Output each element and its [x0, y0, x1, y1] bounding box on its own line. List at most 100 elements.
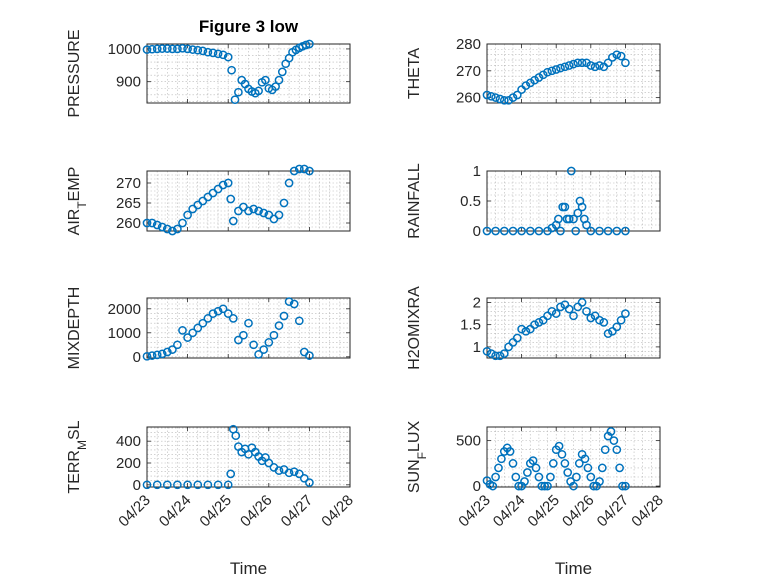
data-point	[228, 216, 238, 226]
axes-box	[146, 426, 351, 488]
data-point	[231, 431, 241, 441]
data-point	[534, 318, 544, 327]
data-point	[569, 481, 578, 491]
data-point	[621, 309, 630, 318]
x-tick-label: 04/24	[156, 492, 195, 531]
axes-box	[486, 43, 661, 104]
data-point	[254, 86, 263, 96]
x-tick-label: 04/23	[115, 492, 154, 531]
data-point	[543, 481, 552, 491]
data-point	[573, 302, 583, 312]
data-point	[223, 309, 233, 318]
data-point	[608, 326, 617, 336]
y-tick-label: 280	[456, 36, 481, 53]
data-point	[540, 481, 550, 491]
data-point	[586, 61, 596, 70]
data-point	[618, 481, 627, 491]
data-point	[491, 93, 500, 102]
data-point	[538, 70, 548, 80]
data-point	[569, 311, 578, 321]
data-point	[305, 166, 314, 176]
data-point	[188, 45, 198, 54]
data-point	[203, 480, 213, 490]
y-tick-label: 1000	[108, 41, 141, 58]
data-point	[554, 441, 564, 451]
data-point	[609, 436, 619, 445]
data-point	[482, 346, 492, 356]
axes-box	[486, 297, 661, 359]
data-point	[227, 65, 236, 75]
data-point	[564, 304, 574, 314]
y-tick-label: 0	[473, 478, 481, 495]
data-point	[523, 468, 532, 477]
x-tick-label: 04/28	[628, 492, 667, 531]
data-point	[213, 480, 223, 490]
chart-title: Figure 3 low	[199, 17, 299, 36]
data-point	[612, 445, 622, 455]
data-point	[183, 480, 192, 490]
data-point	[569, 214, 578, 224]
data-point	[173, 224, 182, 234]
data-point	[254, 350, 263, 359]
data-point	[534, 73, 544, 82]
y-axis-label: AIRTEMP	[66, 167, 89, 236]
data-point	[583, 463, 593, 473]
grid-lines	[487, 427, 660, 487]
data-point	[560, 62, 570, 72]
y-axis-label: THETA	[406, 48, 423, 100]
data-point	[152, 480, 162, 490]
data-point	[193, 323, 203, 333]
data-point	[521, 326, 531, 336]
data-point	[514, 481, 524, 491]
data-point	[213, 306, 223, 316]
data-point	[582, 220, 591, 230]
data-point	[495, 351, 505, 361]
data-point	[162, 224, 172, 234]
data-point	[528, 456, 538, 465]
data-point	[554, 214, 563, 224]
data-point	[173, 480, 182, 490]
data-point	[580, 454, 590, 464]
data-point	[621, 58, 630, 68]
data-point	[520, 477, 529, 486]
data-point	[548, 459, 558, 468]
data-point	[203, 47, 213, 57]
y-tick-label: 200	[116, 455, 141, 472]
data-point	[294, 469, 304, 479]
data-point	[499, 349, 509, 358]
data-point	[152, 350, 162, 360]
x-axis-label: Time	[555, 559, 592, 578]
data-point	[560, 202, 570, 212]
data-point	[488, 481, 498, 491]
data-point	[504, 95, 513, 105]
axes-background	[146, 170, 351, 232]
data-point	[556, 302, 565, 312]
data-point	[577, 298, 587, 307]
data-point	[147, 44, 157, 54]
data-point	[259, 345, 269, 354]
data-point	[274, 466, 284, 475]
y-tick-label: 0	[133, 477, 141, 494]
data-point	[608, 53, 617, 62]
data-point	[147, 351, 157, 360]
data-point	[305, 39, 314, 49]
data-point	[543, 67, 552, 77]
data-point	[491, 351, 500, 361]
data-point	[586, 226, 596, 236]
data-point	[505, 447, 515, 456]
data-point	[511, 472, 521, 482]
data-point	[223, 480, 233, 490]
axes-box	[146, 43, 351, 104]
data-point	[603, 58, 613, 68]
data-point	[482, 90, 492, 100]
data-point	[168, 44, 177, 54]
data-point	[157, 349, 167, 359]
data-point	[279, 311, 289, 321]
y-tick-label: 270	[456, 63, 481, 80]
data-point	[213, 49, 223, 59]
subplot-1: 900 1000 PRESSURE Figure 3 low	[66, 17, 351, 118]
y-axis-label: MIXDEPTH	[66, 287, 83, 370]
data-point	[230, 95, 240, 105]
data-point	[226, 194, 236, 204]
data-point	[173, 44, 182, 54]
